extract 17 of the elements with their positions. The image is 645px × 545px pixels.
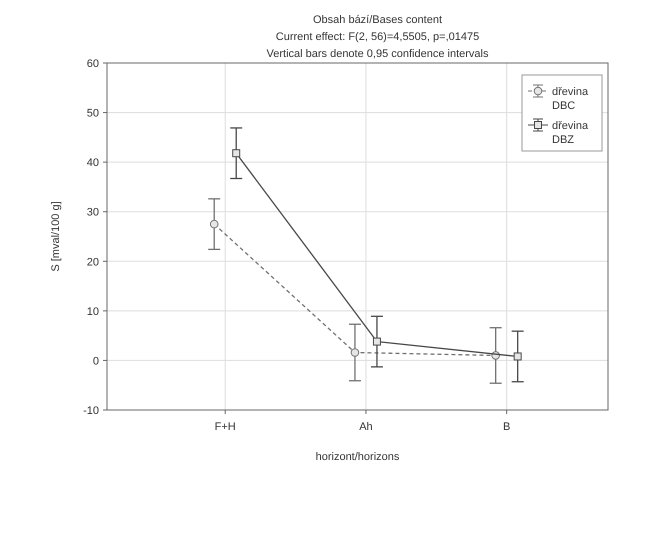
legend-label: dřevina DBZ [552,120,589,146]
y-tick-label: 30 [86,206,99,219]
y-tick-label: 20 [86,256,99,268]
y-tick-label: 40 [86,157,99,170]
chart-title: Obsah bází/Bases content [312,14,442,26]
x-tick-label: B [503,421,510,433]
x-tick-label: Ah [359,421,373,433]
legend-label: dřevina DBC [552,86,589,112]
x-tick-label: F+H [214,421,236,433]
y-tick-label: -10 [83,405,99,417]
chart-subtitle: Current effect: F(2, 56)=4,5505, p=,01475 Vertical bars denote 0,95 confidence intervals [266,31,489,60]
x-axis-title: horizont/horizons [316,451,400,463]
y-tick-label: 60 [86,58,99,70]
y-tick-label: 10 [86,306,99,318]
y-tick-label: 0 [92,355,99,368]
y-axis-title: S [mval/100 g] [50,201,62,272]
y-tick-label: 50 [86,108,99,120]
